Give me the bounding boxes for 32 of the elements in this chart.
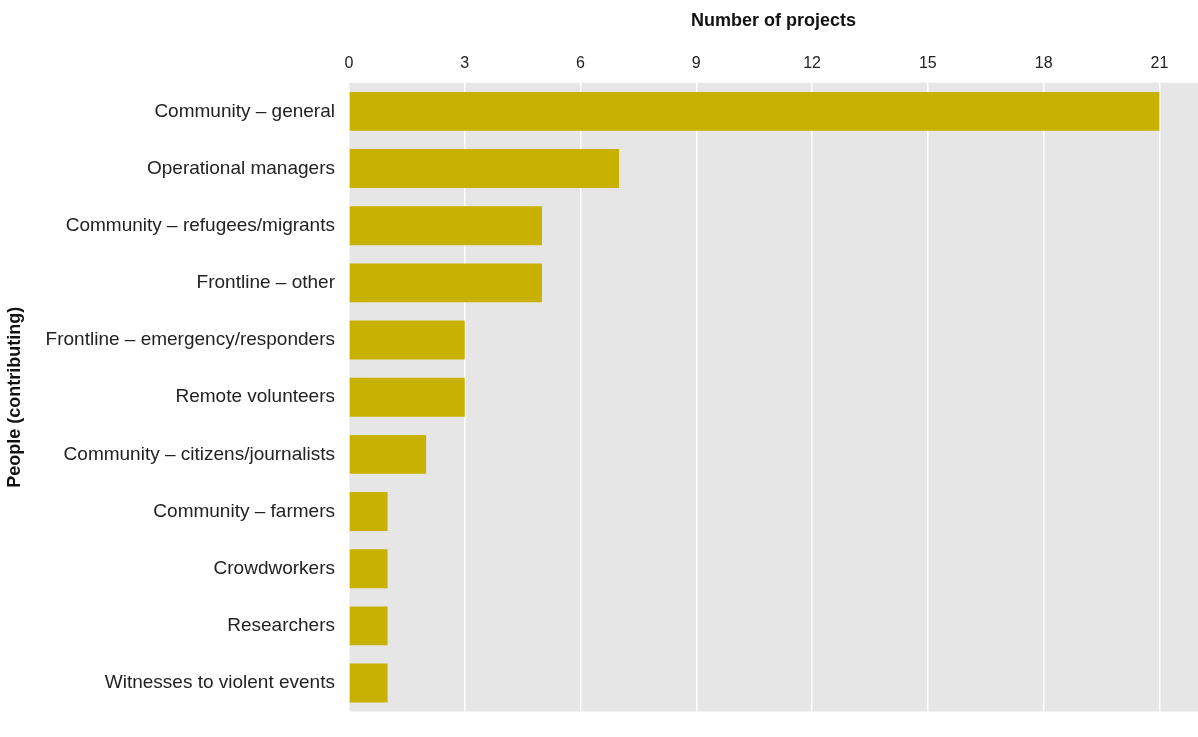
bar — [349, 206, 542, 246]
x-tick-label: 9 — [691, 53, 701, 71]
bar — [349, 434, 427, 474]
x-tick-label: 6 — [576, 53, 586, 71]
x-tick-label: 12 — [803, 53, 822, 71]
x-axis-title: Number of projects — [690, 9, 856, 30]
y-tick-label: Witnesses to violent events — [104, 671, 335, 693]
bar — [349, 663, 388, 703]
y-tick-label: Frontline – other — [196, 271, 336, 293]
x-tick-label: 15 — [918, 53, 937, 71]
bar — [349, 320, 465, 360]
bar — [349, 377, 465, 417]
y-tick-label: Remote volunteers — [175, 385, 335, 407]
y-tick-label: Community – citizens/journalists — [63, 442, 335, 464]
y-tick-label: Operational managers — [146, 156, 335, 178]
x-tick-label: 0 — [344, 53, 354, 71]
bar — [349, 549, 388, 589]
y-tick-label: Community – refugees/migrants — [65, 213, 335, 235]
bar — [349, 91, 1160, 131]
y-tick-label: Community – general — [154, 99, 335, 121]
bar — [349, 492, 388, 531]
x-tick-label: 3 — [460, 53, 470, 71]
x-tick-label: 18 — [1034, 53, 1053, 71]
bar — [349, 149, 620, 188]
x-tick-label: 21 — [1150, 53, 1169, 71]
y-axis-title: People (contributing) — [3, 306, 24, 488]
y-tick-label: Frontline – emergency/responders — [45, 328, 335, 350]
y-tick-label: Community – farmers — [153, 499, 335, 521]
bar — [349, 263, 542, 303]
y-tick-label: Crowdworkers — [213, 556, 335, 578]
bar — [349, 606, 388, 646]
y-tick-label: Researchers — [227, 614, 335, 636]
